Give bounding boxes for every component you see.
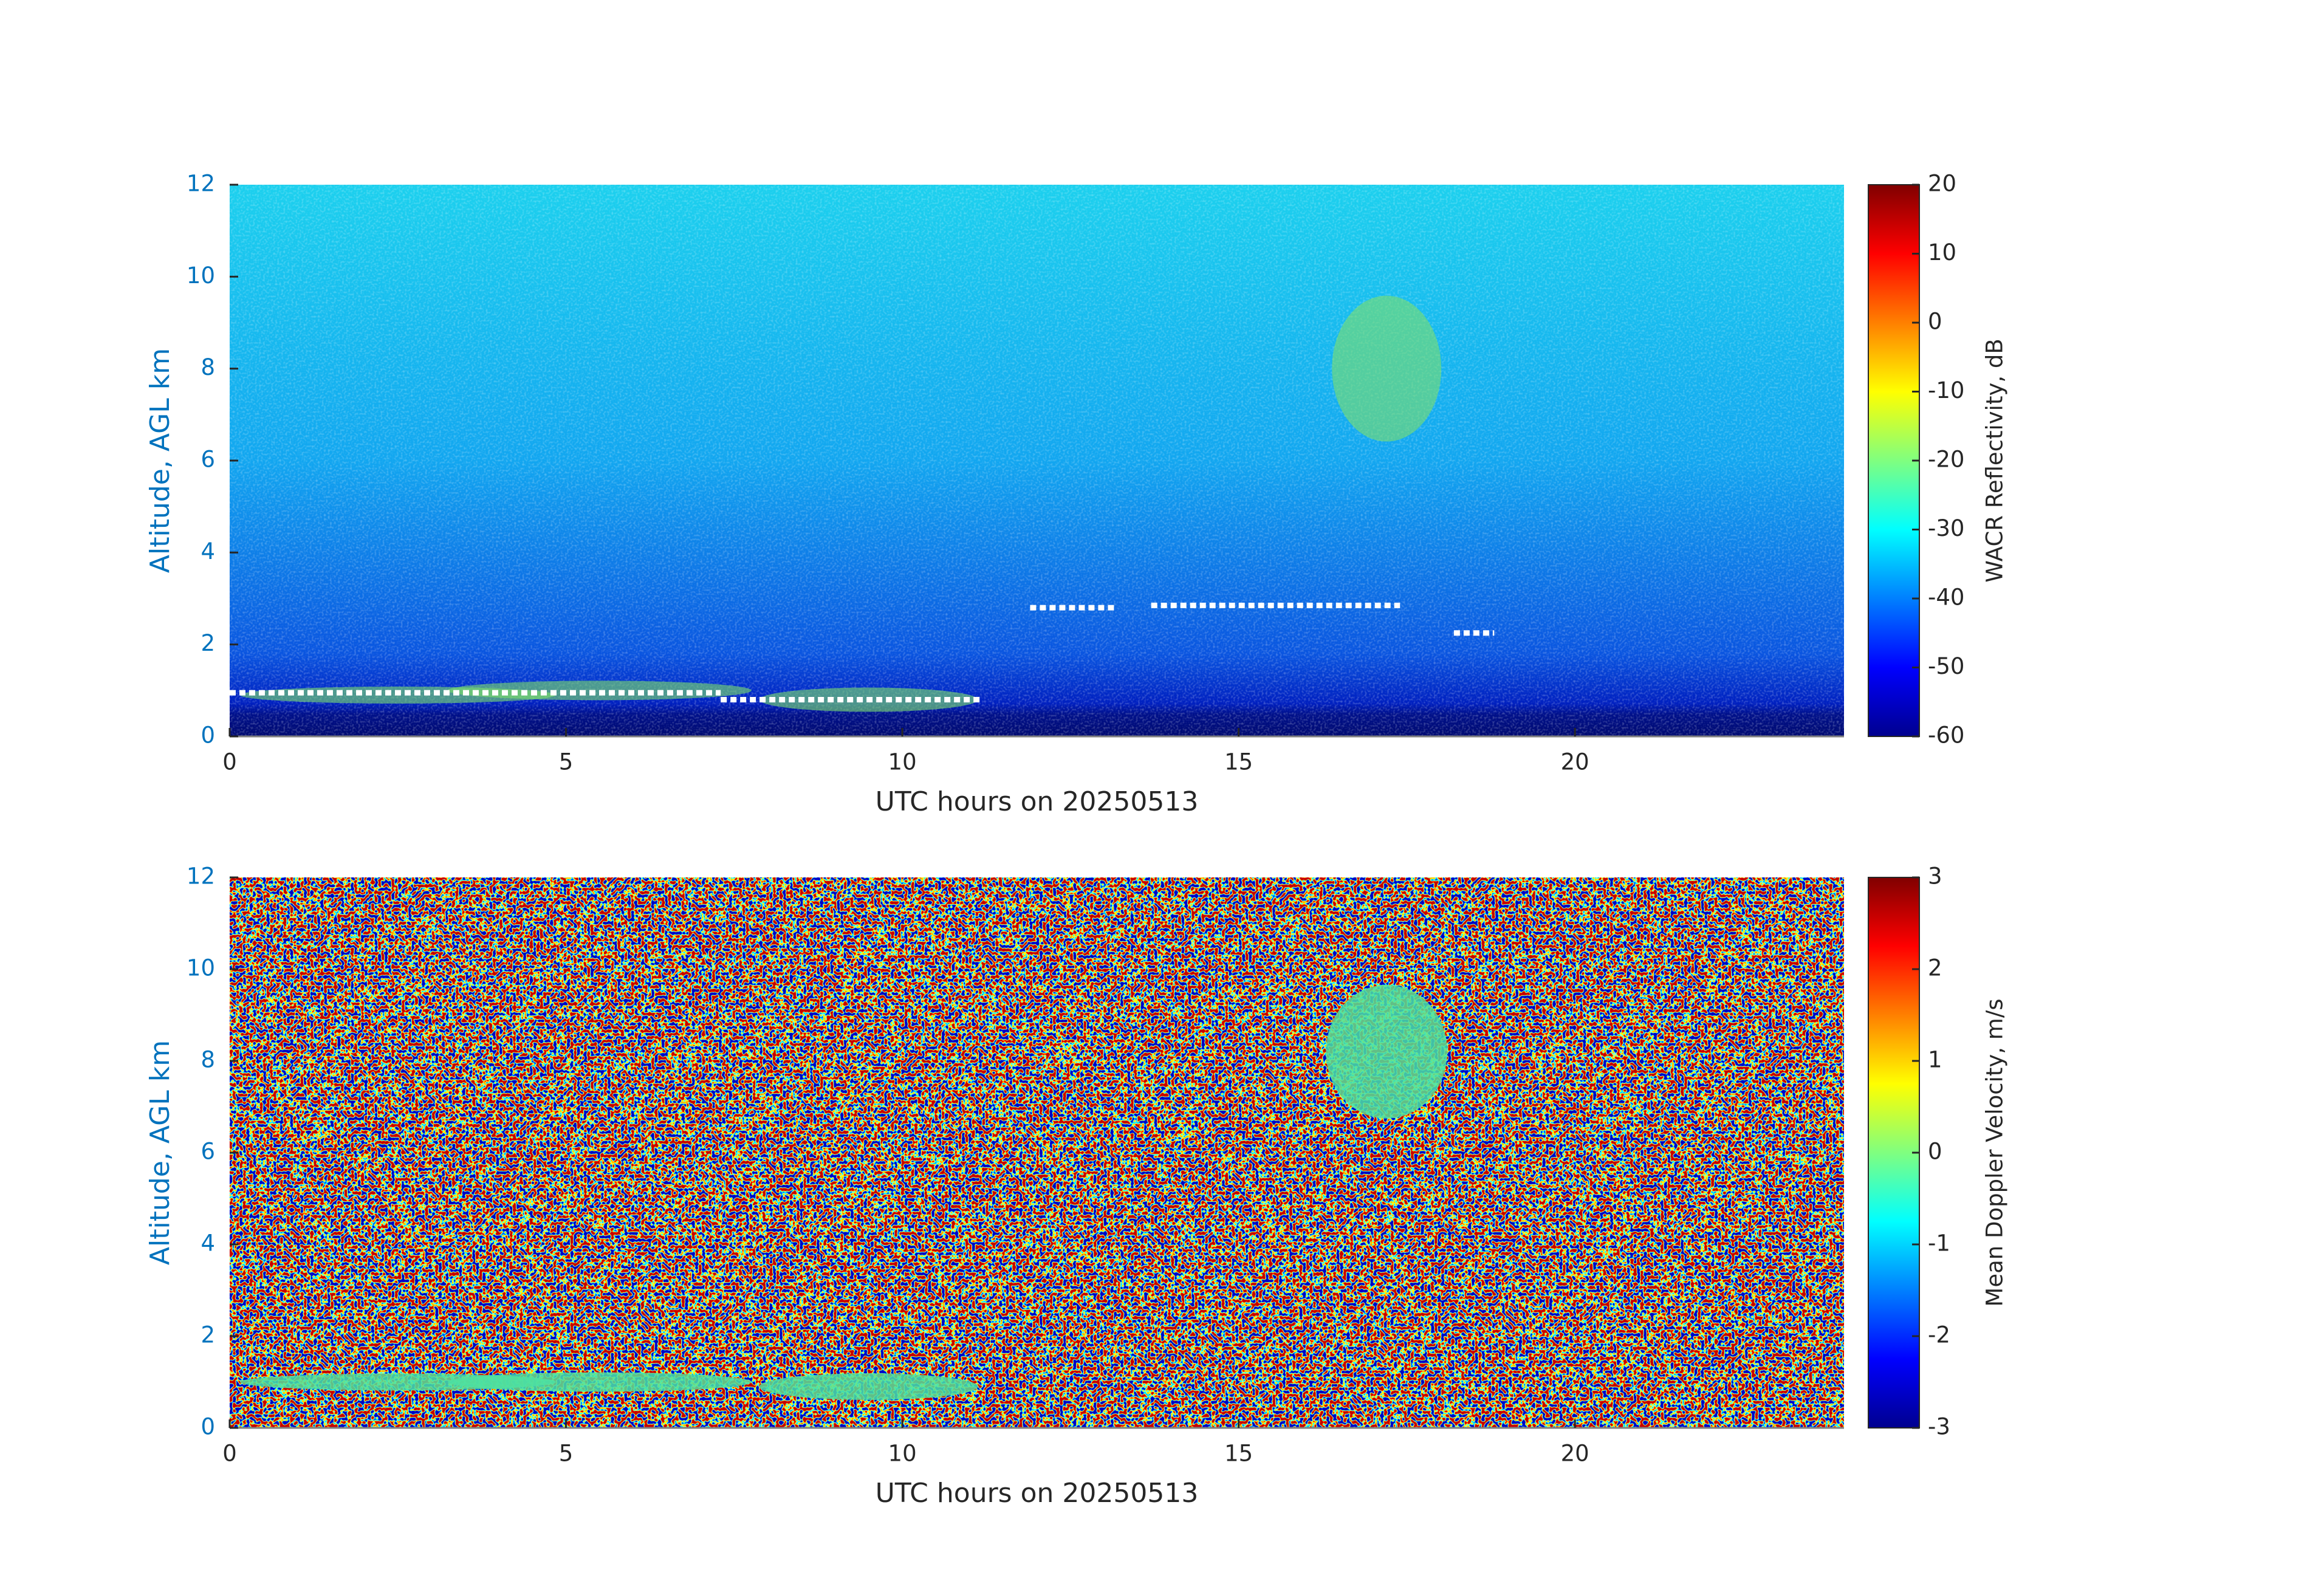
y-tick-label: 6 (201, 1139, 215, 1165)
y-tick-label: 8 (201, 354, 215, 380)
x-tick-label: 10 (888, 749, 917, 775)
y-tick-label: 2 (201, 1322, 215, 1348)
echo (1326, 984, 1448, 1119)
y-tick-label: 10 (187, 262, 215, 289)
colorbar-tick-label: 20 (1928, 171, 1956, 197)
colorbar (1868, 184, 1920, 737)
x-tick-label: 0 (222, 749, 237, 775)
colorbar-label: Mean Doppler Velocity, m/s (1982, 998, 2008, 1306)
x-tick-label: 10 (888, 1441, 917, 1467)
x-axis-label: UTC hours on 20250513 (876, 786, 1199, 817)
x-tick-label: 5 (559, 1441, 574, 1467)
colorbar-tick-label: 0 (1928, 1139, 1942, 1165)
colorbar-tick-label: 3 (1928, 863, 1942, 890)
colorbar-tick-label: -20 (1928, 447, 1964, 473)
colorbar-tick-label: -50 (1928, 653, 1964, 679)
y-tick-label: 2 (201, 630, 215, 656)
x-tick-label: 15 (1224, 1441, 1253, 1467)
echo (1332, 295, 1442, 442)
y-tick-label: 8 (201, 1047, 215, 1073)
colorbar (1868, 877, 1920, 1429)
y-axis-label: Altitude, AGL km (145, 348, 176, 573)
echo (447, 1372, 752, 1392)
colorbar-tick-label: 2 (1928, 955, 1942, 981)
colorbar-tick-label: -10 (1928, 377, 1964, 403)
colorbar-tick-label: 10 (1928, 239, 1956, 266)
colorbar-tick-label: 1 (1928, 1047, 1942, 1073)
echo (759, 1373, 978, 1401)
y-tick-label: 12 (187, 863, 215, 890)
x-tick-label: 0 (222, 1441, 237, 1467)
y-tick-label: 10 (187, 955, 215, 981)
y-tick-label: 4 (201, 538, 215, 564)
colorbar-label: WACR Reflectivity, dB (1982, 338, 2008, 583)
y-axis-label: Altitude, AGL km (145, 1040, 176, 1265)
colorbar-tick-label: -60 (1928, 722, 1964, 749)
colorbar-tick-label: -1 (1928, 1230, 1950, 1257)
y-tick-label: 0 (201, 1414, 215, 1440)
field-grain (230, 185, 1844, 736)
y-tick-label: 0 (201, 722, 215, 749)
y-tick-label: 12 (187, 171, 215, 197)
x-axis-label: UTC hours on 20250513 (876, 1478, 1199, 1509)
colorbar-tick-label: -30 (1928, 515, 1964, 541)
velocity-field (230, 877, 1844, 1428)
colorbar-tick-label: -2 (1928, 1322, 1950, 1348)
colorbar-tick-label: -3 (1928, 1414, 1950, 1440)
x-tick-label: 20 (1561, 1441, 1589, 1467)
x-tick-label: 20 (1561, 749, 1589, 775)
colorbar-tick-label: 0 (1928, 309, 1942, 335)
y-tick-label: 6 (201, 447, 215, 473)
y-tick-label: 4 (201, 1230, 215, 1257)
x-tick-label: 15 (1224, 749, 1253, 775)
x-tick-label: 5 (559, 749, 574, 775)
colorbar-tick-label: -40 (1928, 585, 1964, 611)
